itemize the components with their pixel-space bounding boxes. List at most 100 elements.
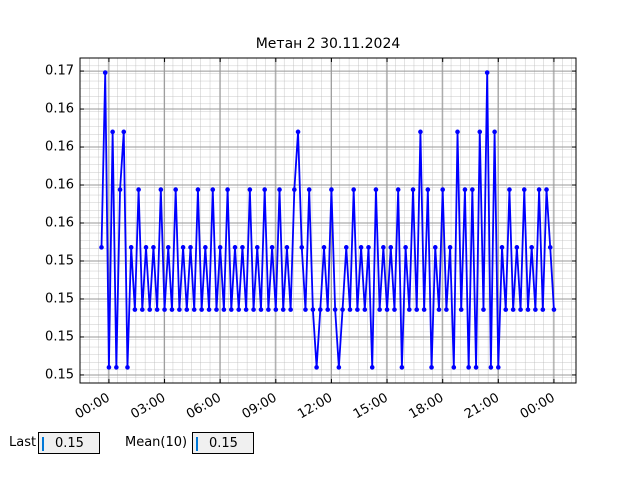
data-point — [188, 245, 193, 250]
data-point — [117, 187, 123, 192]
data-point — [510, 307, 516, 312]
data-point — [269, 245, 275, 250]
data-point — [432, 245, 438, 250]
x-tick-label: 21:00 — [462, 391, 502, 420]
data-point — [99, 245, 104, 250]
data-point — [217, 245, 223, 250]
data-point — [258, 307, 264, 312]
data-point — [551, 307, 557, 312]
data-point — [507, 187, 512, 192]
data-point — [533, 307, 538, 312]
data-point — [414, 307, 420, 312]
chart: Метан 2 30.11.2024 0.15 0.15 0.15 0.15 0.16 0… — [45, 36, 577, 420]
data-point — [151, 245, 156, 250]
data-point — [399, 365, 405, 370]
data-point — [458, 307, 464, 312]
x-tick-label: 15:00 — [351, 391, 391, 420]
data-point — [388, 245, 394, 250]
mean-value-box[interactable]: 0.15 — [192, 432, 254, 454]
data-point — [128, 245, 134, 250]
data-point — [492, 129, 497, 135]
data-point — [518, 307, 523, 312]
data-point — [199, 307, 204, 312]
minor-grid — [80, 58, 576, 383]
data-point — [332, 307, 338, 312]
data-point — [254, 245, 260, 250]
x-tick-label: 03:00 — [128, 391, 168, 420]
x-tick-label: 00:00 — [73, 391, 113, 420]
data-point — [540, 307, 546, 312]
data-point — [484, 70, 490, 75]
data-point — [165, 245, 171, 250]
data-point — [214, 307, 219, 312]
data-point — [210, 187, 216, 192]
data-point — [247, 187, 253, 192]
last-label: Last — [9, 435, 37, 450]
data-point — [251, 307, 256, 312]
data-point — [121, 129, 127, 135]
y-tick-label: 0.16 — [45, 178, 74, 193]
data-point — [147, 307, 153, 312]
data-point — [262, 187, 267, 192]
data-point — [410, 187, 416, 192]
data-point — [499, 245, 505, 250]
data-point — [462, 187, 468, 192]
x-tick-label: 18:00 — [406, 391, 446, 420]
y-tick-label: 0.15 — [45, 367, 74, 382]
mean-label: Mean(10) — [125, 435, 188, 450]
data-point — [496, 365, 501, 370]
data-point — [470, 187, 475, 192]
data-point — [325, 307, 331, 312]
x-tick-label: 09:00 — [240, 391, 280, 420]
data-point — [418, 129, 423, 135]
data-point — [451, 365, 457, 370]
data-point — [436, 307, 442, 312]
last-value-box[interactable]: 0.15 — [38, 432, 100, 454]
data-point — [143, 245, 149, 250]
data-point — [544, 187, 549, 192]
data-point — [421, 307, 427, 312]
data-point — [154, 307, 160, 312]
data-point — [306, 187, 312, 192]
plot-frame — [79, 57, 577, 384]
data-point — [169, 307, 175, 312]
data-point — [403, 245, 408, 250]
data-point — [295, 129, 301, 135]
data-point — [195, 187, 201, 192]
data-point — [488, 365, 494, 370]
data-point — [455, 129, 460, 135]
data-point — [266, 307, 271, 312]
data-point — [303, 307, 308, 312]
data-point — [191, 307, 197, 312]
data-point — [343, 245, 349, 250]
data-point — [203, 245, 208, 250]
y-tick-label: 0.16 — [45, 102, 74, 117]
data-point — [392, 307, 397, 312]
data-point — [377, 307, 382, 312]
x-tick-label: 00:00 — [518, 391, 558, 420]
data-point — [314, 365, 319, 370]
y-tick-label: 0.15 — [45, 329, 74, 344]
data-point — [477, 129, 483, 135]
data-point — [529, 245, 534, 250]
data-point — [125, 365, 130, 370]
data-point — [369, 365, 375, 370]
data-point — [284, 245, 290, 250]
chart-title: Метан 2 30.11.2024 — [256, 36, 401, 52]
data-point — [366, 245, 371, 250]
data-point — [162, 307, 167, 312]
data-point — [206, 307, 212, 312]
y-tick-label: 0.17 — [45, 64, 74, 79]
data-point — [184, 307, 190, 312]
data-point — [232, 245, 238, 250]
data-point — [407, 307, 412, 312]
data-point — [158, 187, 164, 192]
data-point — [384, 307, 390, 312]
data-point — [106, 365, 112, 370]
data-point — [329, 187, 334, 192]
data-point — [310, 307, 316, 312]
data-point — [473, 365, 479, 370]
data-point — [318, 307, 323, 312]
